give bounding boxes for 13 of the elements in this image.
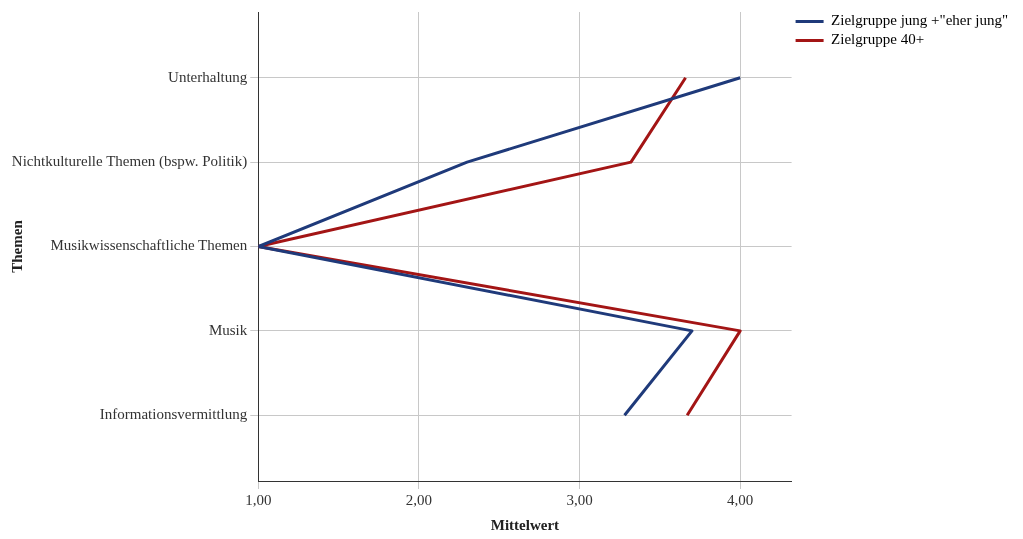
y-tick-label: Musikwissenschaftliche Themen	[50, 237, 248, 254]
x-axis-title: Mittelwert	[490, 516, 560, 533]
x-tick-label: 4,00	[727, 491, 754, 508]
legend-label: Zielgruppe jung +"eher jung"	[831, 12, 1009, 29]
y-tick-label: Unterhaltung	[168, 68, 248, 85]
y-axis-title: Themen	[8, 219, 25, 273]
x-tick-label: 3,00	[566, 491, 593, 508]
y-tick-label: Nichtkulturelle Themen (bspw. Politik)	[11, 153, 248, 171]
x-tick-label: 1,00	[245, 491, 272, 508]
y-tick-label: Musik	[208, 321, 248, 338]
legend-label: Zielgruppe 40+	[831, 31, 925, 48]
y-tick-label: Informationsvermittlung	[99, 406, 248, 423]
x-tick-label: 2,00	[405, 491, 433, 508]
